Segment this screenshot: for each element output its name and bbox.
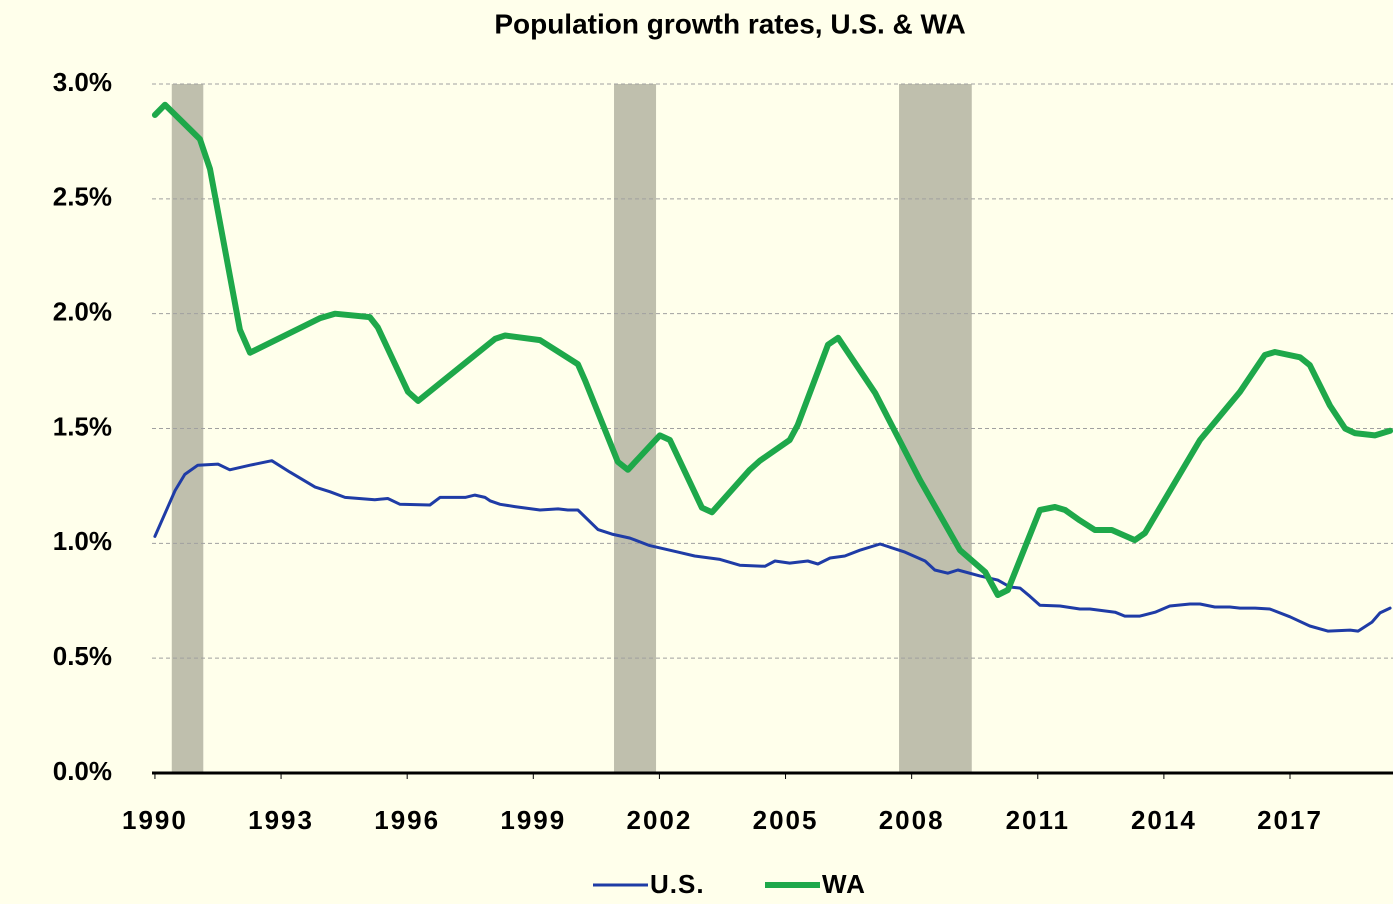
x-tick-label: 2005 [753,805,819,835]
x-tick-label: 1990 [122,805,188,835]
x-tick-label: 1999 [500,805,566,835]
x-tick-label: 1993 [248,805,314,835]
y-tick-label: 0.5% [53,641,112,671]
y-tick-label: 0.0% [53,756,112,786]
y-tick-label: 1.0% [53,526,112,556]
series-line [153,459,1392,633]
x-tick-label: 2014 [1131,805,1197,835]
y-tick-label: 2.0% [53,297,112,327]
x-tick-label: 2017 [1257,805,1323,835]
y-tick-label: 2.5% [53,182,112,212]
x-tick-label: 2002 [626,805,692,835]
series-line [151,101,1393,598]
chart-title: Population growth rates, U.S. & WA [494,8,965,39]
legend-label: U.S. [650,869,705,899]
legend-label: WA [822,869,866,899]
x-tick-label: 2008 [879,805,945,835]
x-tick-label: 1996 [374,805,440,835]
y-tick-label: 1.5% [53,411,112,441]
x-tick-label: 2011 [1006,805,1070,835]
y-tick-label: 3.0% [53,67,112,97]
